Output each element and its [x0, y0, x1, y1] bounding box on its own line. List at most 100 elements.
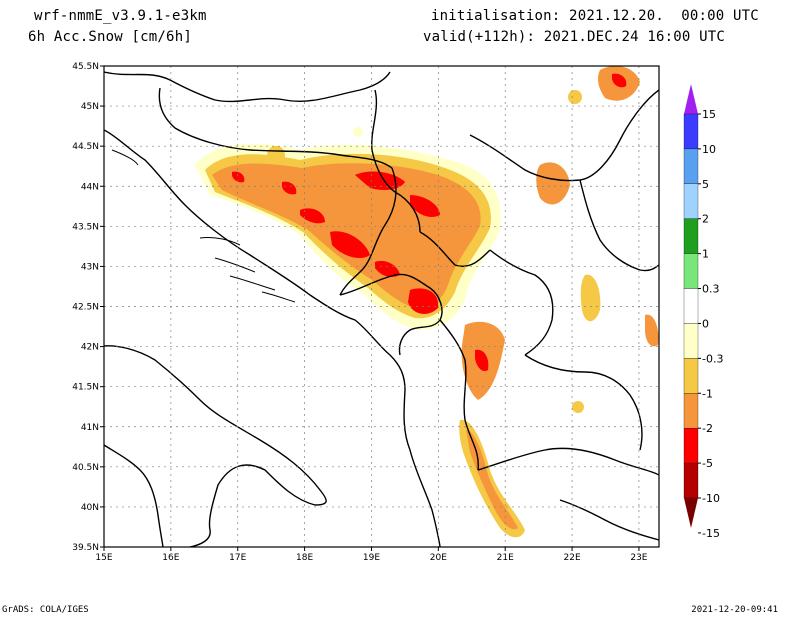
colorbar-segment — [683, 113, 699, 150]
italy-heel — [104, 444, 164, 547]
lon-tick-label: 15E — [95, 553, 112, 563]
italy-coast — [104, 345, 327, 547]
lat-tick-label: 40N — [81, 503, 99, 513]
snow-spot-4 — [353, 127, 363, 137]
snow-contour-red-6 — [300, 208, 325, 224]
bulgaria-romania-border — [579, 179, 659, 272]
bosnia-east-border — [339, 167, 397, 296]
snow-contour-e-3 — [645, 314, 659, 347]
colorbar — [683, 84, 701, 534]
macedonia-bulgaria-border — [524, 354, 643, 451]
longitude-labels: 15E 16E 17E 18E 19E 20E 21E 22E 23E — [95, 553, 647, 563]
colorbar-segment — [683, 358, 699, 394]
colorbar-label: 2 — [702, 213, 709, 226]
serbia-kosovo-border — [419, 231, 491, 267]
slovenia-croatia-border — [104, 71, 391, 103]
lat-tick-label: 45N — [81, 102, 99, 112]
colorbar-label: -0.3 — [702, 352, 723, 365]
colorbar-cap-bottom — [684, 498, 698, 528]
colorbar-label: 0 — [702, 317, 709, 330]
lat-tick-label: 42N — [81, 343, 99, 353]
montenegro-border — [339, 273, 443, 356]
lon-tick-label: 21E — [497, 553, 514, 563]
lat-tick-label: 44.5N — [72, 142, 99, 152]
lat-tick-label: 39.5N — [72, 543, 99, 553]
romania-serbia-border — [469, 89, 659, 182]
map-area — [104, 66, 659, 547]
snow-contour-red-8 — [232, 171, 245, 183]
lon-tick-label: 23E — [630, 553, 647, 563]
snow-contour-red-4 — [375, 260, 400, 278]
grid-lines — [104, 66, 659, 547]
colorbar-label: -10 — [702, 492, 720, 505]
colorbar-segment — [683, 218, 699, 254]
snow-contour-red-3 — [330, 231, 370, 259]
field-title: 6h Acc.Snow [cm/6h] — [28, 29, 192, 45]
island-2 — [199, 237, 241, 246]
axis-ticks — [100, 65, 640, 551]
lon-tick-label: 20E — [430, 553, 447, 563]
lon-tick-label: 18E — [296, 553, 313, 563]
island-3 — [214, 257, 256, 273]
initialisation-time: initialisation: 2021.12.20. 00:00 UTC — [431, 8, 759, 24]
colorbar-segment — [683, 253, 699, 289]
lat-tick-label: 44N — [81, 182, 99, 192]
snow-contour-ne-1 — [536, 162, 570, 205]
snow-contour-ne-red — [612, 73, 627, 88]
lat-tick-label: 40.5N — [72, 463, 99, 473]
colorbar-segment — [683, 462, 699, 499]
snow-spot-3 — [572, 401, 584, 413]
colorbar-segment — [683, 393, 699, 429]
colorbar-segment — [683, 323, 699, 359]
colorbar-segment — [683, 428, 699, 464]
greek-coast — [559, 499, 659, 541]
colorbar-label: -1 — [702, 387, 713, 400]
latitude-labels: 45.5N 45N 44.5N 44N 43.5N 43N 42.5N 42N 41.5N 41N… — [72, 62, 99, 553]
lon-tick-label: 16E — [162, 553, 179, 563]
colorbar-label: 1 — [702, 248, 709, 261]
colorbar-cap-top — [684, 84, 698, 114]
lat-tick-label: 41.5N — [72, 383, 99, 393]
coastlines-borders — [104, 71, 659, 547]
lat-tick-label: 42.5N — [72, 303, 99, 313]
snow-spot-1 — [568, 90, 582, 104]
snow-contour-red-2 — [410, 195, 440, 217]
snow-contour-e-2 — [580, 274, 601, 322]
snow-field — [195, 66, 659, 538]
footer-credit: GrADS: COLA/IGES — [2, 605, 89, 615]
islands — [111, 149, 296, 303]
snow-contour-red-5 — [408, 288, 439, 314]
colorbar-label: -15 — [702, 527, 720, 540]
colorbar-label: 15 — [702, 108, 716, 121]
valid-time: valid(+112h): 2021.DEC.24 16:00 UTC — [423, 29, 726, 45]
colorbar-label: 0.3 — [702, 283, 720, 296]
lat-tick-label: 43.5N — [72, 222, 99, 232]
model-title: wrf-nmmE_v3.9.1-e3km — [34, 8, 207, 24]
colorbar-label: -2 — [702, 422, 713, 435]
lon-tick-label: 17E — [229, 553, 246, 563]
lon-tick-label: 22E — [564, 553, 581, 563]
albania-macedonia-border — [439, 319, 479, 471]
colorbar-label: 5 — [702, 178, 709, 191]
colorbar-label: 10 — [702, 143, 716, 156]
colorbar-segment — [683, 183, 699, 219]
colorbar-segment — [683, 148, 699, 184]
greece-border — [477, 447, 659, 476]
croatia-serbia-border — [371, 89, 421, 233]
lat-tick-label: 45.5N — [72, 62, 99, 72]
snow-spot-2 — [267, 146, 285, 164]
serbia-south-border — [489, 249, 554, 356]
lat-tick-label: 41N — [81, 423, 99, 433]
colorbar-labels: 15 10 5 2 1 0.3 0 -0.3 -1 -2 -5 -10 -15 — [702, 108, 723, 540]
snow-contour-east-red — [475, 349, 489, 372]
snow-contour-red-1 — [355, 171, 405, 190]
colorbar-segment — [683, 288, 699, 324]
bosnia-north-border — [158, 87, 393, 169]
colorbar-label: -5 — [702, 457, 713, 470]
island-4 — [229, 275, 276, 291]
snow-contour-south-orange — [466, 430, 518, 530]
snow-contour-red-7 — [282, 181, 297, 195]
adriatic-coast-east — [104, 129, 441, 547]
lon-tick-label: 19E — [363, 553, 380, 563]
